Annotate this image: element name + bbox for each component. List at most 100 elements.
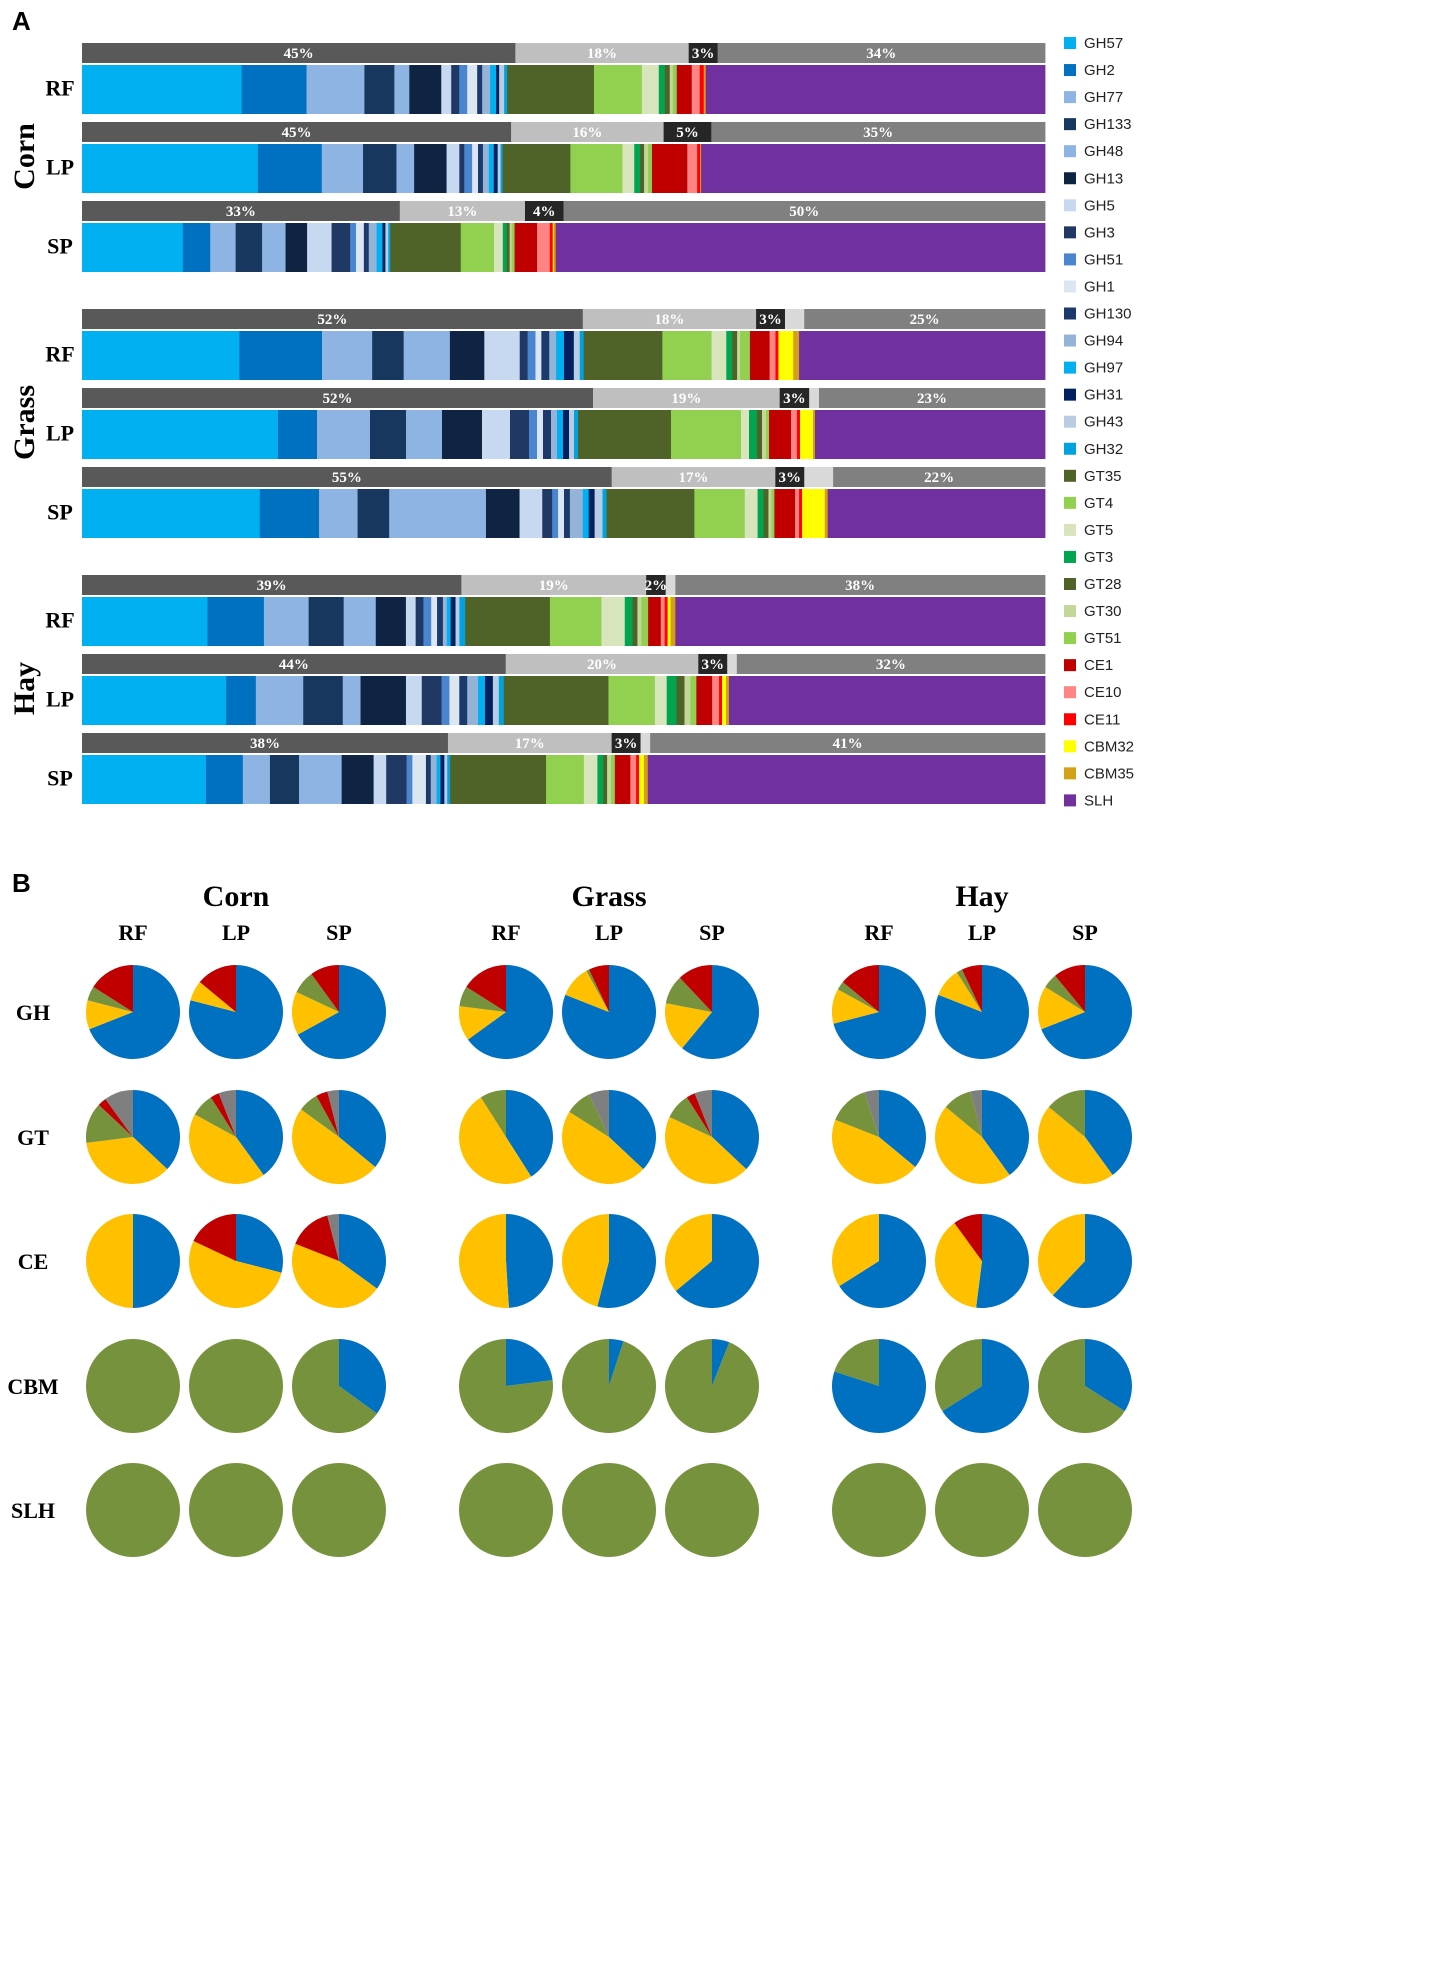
pie [562,1463,656,1557]
bar-segment [705,65,1046,114]
pie-slice [86,1339,180,1433]
bar-segment [390,223,462,272]
pie-slice [1038,1214,1085,1296]
bar-segment [757,410,763,459]
legend-label: GH32 [1084,441,1123,458]
pie-row-label: CBM [7,1374,59,1399]
bar-segment [622,144,635,193]
bar-segment [412,755,427,804]
bar-segment [541,331,550,380]
bar-segment [535,331,542,380]
pie-slice [561,1214,609,1307]
legend-label: GH31 [1084,387,1123,404]
pie-slice [236,1090,283,1176]
pie [86,1339,180,1433]
pie-slice [586,969,609,1012]
bar-segment [405,597,417,646]
bar-segment [446,144,460,193]
bar-segment [82,597,208,646]
bar-segment [799,331,1046,380]
bar-segment [269,755,300,804]
pie [832,1463,926,1557]
bar-segment [356,223,365,272]
pie-slice [935,965,1029,1059]
row-label: SP [47,500,73,525]
bar-segment [405,676,423,725]
summary-label: 19% [539,578,569,594]
legend-label: GH48 [1084,143,1123,160]
pie [85,964,180,1059]
summary-label: 34% [866,46,896,62]
bar-segment [484,676,494,725]
bar-segment [414,144,447,193]
bar-segment [555,223,1046,272]
bar-segment [630,755,637,804]
bar-segment [670,597,676,646]
bar-segment [667,597,671,646]
bar-segment [263,597,310,646]
pie-slice [458,1339,553,1433]
pie [86,1090,181,1184]
summary-segment [646,575,667,595]
bar-segment [726,331,733,380]
pie-slice [327,1090,339,1137]
pie-slice [190,982,236,1012]
bar-segment [557,410,564,459]
bar-segment [774,489,796,538]
bar-segment [639,755,645,804]
bar-segment [370,410,407,459]
pie [562,1339,657,1433]
summary-segment [611,467,776,487]
legend-label: GH130 [1084,306,1132,323]
pie-slice [665,1003,712,1049]
bar-segment [549,331,557,380]
bar-segment [583,755,598,804]
bar-segment [500,144,503,193]
pie [935,1463,1029,1557]
summary-label: 3% [779,470,802,486]
summary-label: 17% [679,470,709,486]
bar-segment [460,223,495,272]
bar-segment [654,676,668,725]
bar-segment [641,597,649,646]
bar-segment [509,223,513,272]
pie-slice [665,1214,712,1291]
bar-segment [722,676,727,725]
bar-segment [552,489,559,538]
legend-label: GH97 [1084,360,1123,377]
substrate-title: Grass [572,880,647,913]
bar-segment [210,223,237,272]
bar-segment [553,223,557,272]
substrate-title: Corn [203,880,270,913]
bar-segment [503,676,609,725]
pie [1038,1339,1133,1433]
summary-label: 5% [676,125,699,141]
pie-slice [189,1339,283,1433]
bar-segment [583,331,663,380]
pie-slice [85,1000,133,1030]
bar-segment [647,755,1046,804]
legend-swatch [1064,226,1076,239]
bar-segment [697,144,701,193]
legend-swatch [1064,91,1076,104]
bar-segment [672,65,678,114]
bar-segment [477,65,483,114]
legend-label: GT28 [1084,576,1122,593]
bar-segment [744,489,758,538]
bar-segment [597,755,604,804]
bar-segment [488,144,495,193]
bar-segment [537,410,544,459]
legend-swatch [1064,578,1076,590]
legend-swatch [1064,415,1076,428]
row-label: RF [45,342,74,367]
summary-label: 45% [282,125,312,141]
legend: GH57 GH2 GH77 GH133 GH48 GH13 GH5 GH3 GH51 GH1 GH1… [1064,35,1134,809]
bar-segment [637,597,642,646]
bar-segment [510,410,530,459]
pie-slice [292,991,339,1035]
bar-segment [556,331,565,380]
bar-segment [363,144,397,193]
summary-segment [711,122,1046,142]
bar-segment [499,65,505,114]
